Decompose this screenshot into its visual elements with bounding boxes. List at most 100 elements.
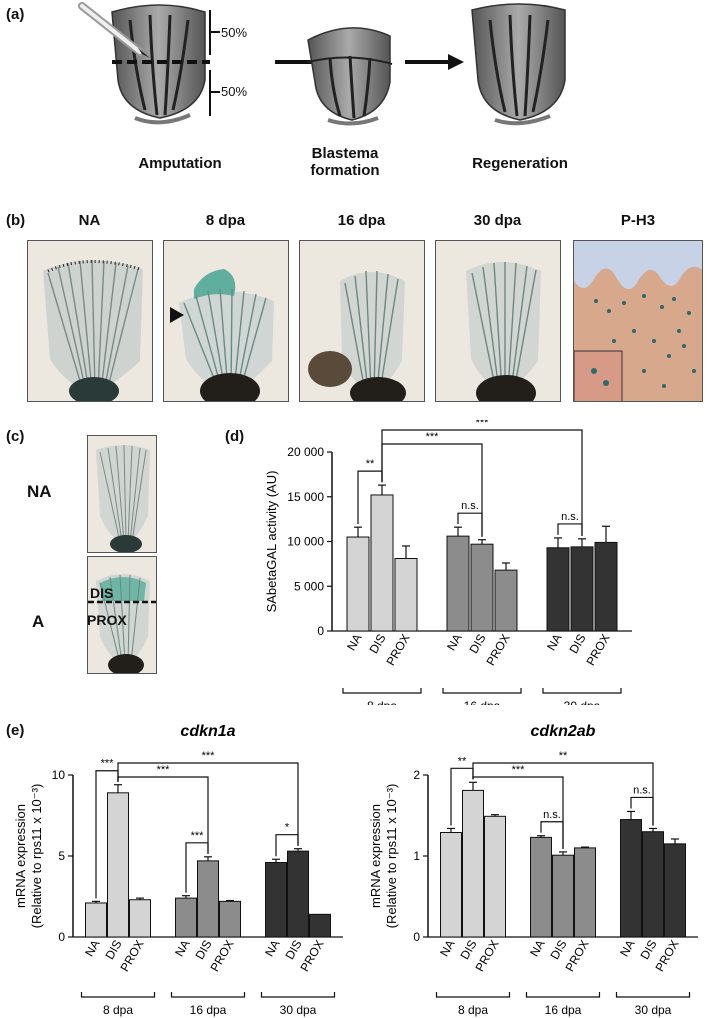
x-tick-label: DIS <box>366 632 388 656</box>
bar <box>197 860 219 938</box>
a-label: A <box>32 612 45 631</box>
group-bracket <box>170 992 246 998</box>
x-tick-label: DIS <box>282 938 304 962</box>
prox-label: PROX <box>87 612 127 628</box>
header-na: NA <box>78 212 101 229</box>
bar <box>484 815 506 938</box>
significance-label: *** <box>202 750 216 762</box>
y-axis-label: SAbetaGAL activity (AU) <box>264 471 279 613</box>
bar <box>346 536 370 632</box>
bar <box>494 569 518 632</box>
x-tick-label: DIS <box>637 938 659 962</box>
significance-bracket <box>275 834 299 857</box>
bar <box>309 913 331 938</box>
group-label: 30 dpa <box>280 1003 317 1017</box>
fin-intact-drawing <box>111 4 210 125</box>
senescence-activity-chart: 0 5 000 10 000 15 000 20 000 SAbetaGAL activi… <box>264 420 632 705</box>
group-bracket <box>442 688 522 694</box>
y-tick-label: 5 <box>58 849 65 863</box>
significance-bracket <box>540 821 564 849</box>
panel-b-label: (b) <box>6 212 26 229</box>
significance-bracket <box>557 523 583 536</box>
scalpel-icon <box>78 2 150 58</box>
significance-label: ** <box>366 458 375 470</box>
bar <box>620 819 642 938</box>
y-tick-label: 10 <box>52 768 66 782</box>
y-axis-label-line1: mRNA expression <box>13 804 28 908</box>
bar <box>530 836 552 938</box>
bar <box>129 899 151 938</box>
bar <box>287 850 309 938</box>
significance-label: ** <box>559 750 568 762</box>
fin-photo-non-amputated <box>87 435 157 553</box>
y-tick-label: 0 <box>317 624 324 638</box>
significance-label: *** <box>191 830 205 842</box>
significance-label: ** <box>458 755 467 767</box>
significance-label: n.s. <box>633 784 651 796</box>
x-tick-label: PROX <box>483 632 512 668</box>
fin-regenerated-drawing <box>471 3 566 126</box>
panel-c-label: (c) <box>6 428 25 445</box>
group-bracket <box>435 992 511 998</box>
x-tick-label: DIS <box>566 632 588 656</box>
group-label: 30 dpa <box>564 699 601 705</box>
bar <box>664 843 686 938</box>
group-bracket <box>260 992 336 998</box>
bar <box>446 535 470 632</box>
chart-title: cdkn1a <box>180 723 235 740</box>
fin-blastema-drawing <box>307 27 393 126</box>
chart-title: cdkn2ab <box>531 723 596 740</box>
bar <box>552 854 574 938</box>
panel-a-label: (a) <box>6 6 25 23</box>
y-tick-label: 5 000 <box>294 579 324 593</box>
step-regeneration: Regeneration <box>472 155 568 172</box>
x-tick-label: DIS <box>192 938 214 962</box>
y-axis-label-line2: (Relative to rps11 x 10⁻³) <box>29 784 44 929</box>
bar <box>107 792 129 938</box>
significance-label: n.s. <box>561 511 579 523</box>
x-tick-label: DIS <box>457 938 479 962</box>
header-30dpa: 30 dpa <box>473 212 522 229</box>
y-tick-label: 1 <box>413 849 420 863</box>
x-tick-label: NA <box>527 938 547 959</box>
panel-d-label: (d) <box>225 428 245 445</box>
group-label: 16 dpa <box>464 699 501 705</box>
dis-label: DIS <box>90 585 114 601</box>
y-tick-label: 0 <box>413 930 420 944</box>
bar <box>265 861 287 938</box>
panel-e-label: (e) <box>6 722 25 739</box>
header-16dpa: 16 dpa <box>337 212 386 229</box>
x-tick-label: NA <box>437 938 457 959</box>
significance-label: n.s. <box>461 500 479 512</box>
arrowhead-marker <box>170 307 184 323</box>
significance-bracket <box>630 796 654 826</box>
bar <box>85 902 107 938</box>
significance-label: *** <box>476 420 490 429</box>
significance-label: n.s. <box>543 809 561 821</box>
y-tick-label: 20 000 <box>287 445 324 459</box>
step-amputation: Amputation <box>138 155 222 172</box>
group-bracket <box>615 992 691 998</box>
fin-photo-amputated <box>87 556 157 674</box>
group-bracket <box>80 992 156 998</box>
bar <box>470 543 494 632</box>
bar <box>175 897 197 938</box>
group-bracket <box>525 992 601 998</box>
x-tick-label: NA <box>544 632 564 653</box>
y-tick-label: 15 000 <box>287 490 324 504</box>
x-tick-label: PROX <box>583 632 612 668</box>
significance-bracket <box>472 762 654 826</box>
x-tick-label: NA <box>172 938 192 959</box>
percent-bottom-label: 50% <box>221 84 248 99</box>
bar <box>219 900 241 938</box>
x-tick-label: NA <box>344 632 364 653</box>
x-tick-label: NA <box>617 938 637 959</box>
cdkn2ab-chart: cdkn2ab 0 1 2 mRNA expression (Relative to rp… <box>368 723 698 1017</box>
y-tick-label: 2 <box>413 768 420 782</box>
y-axis-label-line1: mRNA expression <box>368 804 383 908</box>
x-tick-label: DIS <box>547 938 569 962</box>
header-ph3: P-H3 <box>620 212 656 229</box>
group-label: 16 dpa <box>545 1003 582 1017</box>
x-tick-label: DIS <box>102 938 124 962</box>
percent-top-label: 50% <box>221 25 248 40</box>
